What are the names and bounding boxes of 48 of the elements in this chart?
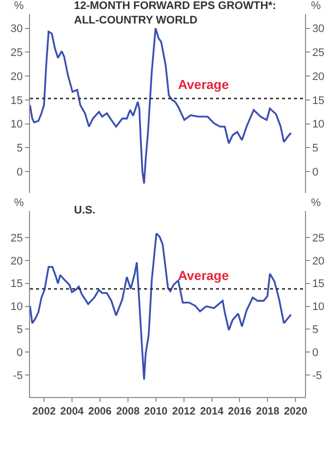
y2-tick-label: 0 xyxy=(312,166,318,178)
ref-line-label: Average xyxy=(178,77,229,92)
y-tick-label: 25 xyxy=(10,47,23,60)
y-tick-label: 10 xyxy=(10,301,23,314)
y-tick-label: 5 xyxy=(16,324,23,336)
y2-tick-label: 0 xyxy=(312,346,318,359)
y-tick-label: 0 xyxy=(16,166,23,178)
y-tick-label: 10 xyxy=(10,118,23,131)
y2-tick-label: 15 xyxy=(312,94,324,107)
y2-tick-label: -5 xyxy=(312,370,322,382)
chart-title: 12-MONTH FORWARD EPS GROWTH*: ALL-COUNTRY WORLD xyxy=(74,0,276,26)
y-tick-label: 20 xyxy=(10,255,23,268)
x-tick-label: 2002 xyxy=(32,406,56,418)
y-tick-label: -5 xyxy=(13,370,23,382)
x-tick-label: 2018 xyxy=(256,406,280,418)
y-tick-label: 25 xyxy=(10,232,23,244)
x-tick-label: 2016 xyxy=(228,406,252,418)
x-tick-label: 2008 xyxy=(116,406,140,418)
y-tick-label: 30 xyxy=(10,23,23,36)
y2-tick-label: 5 xyxy=(312,142,318,154)
y-tick-label: 5 xyxy=(16,142,23,154)
line-series xyxy=(30,27,292,184)
y-axis-title: % xyxy=(14,197,24,209)
y2-axis-title: % xyxy=(311,197,321,209)
y-tick-label: 15 xyxy=(10,94,23,107)
y2-tick-label: 15 xyxy=(312,278,324,290)
line-series xyxy=(30,232,292,380)
x-tick-label: 2004 xyxy=(60,406,84,418)
y2-tick-label: 20 xyxy=(312,255,324,268)
y2-tick-label: 25 xyxy=(312,232,324,244)
x-tick-label: 2010 xyxy=(144,406,168,418)
x-tick-label: 2014 xyxy=(200,406,224,418)
chart-title: U.S. xyxy=(74,204,96,217)
y-tick-label: 15 xyxy=(10,278,23,290)
y2-tick-label: 10 xyxy=(312,301,324,314)
y2-tick-label: 5 xyxy=(312,324,318,336)
y2-tick-label: 30 xyxy=(312,23,324,36)
y-axis-title: % xyxy=(14,0,24,12)
ref-line-label: Average xyxy=(178,268,229,283)
x-tick-label: 2006 xyxy=(88,406,112,418)
y2-tick-label: 25 xyxy=(312,47,324,60)
x-tick-label: 2020 xyxy=(284,406,308,418)
x-tick-label: 2012 xyxy=(172,406,196,418)
y2-tick-label: 20 xyxy=(312,70,324,83)
y2-axis-title: % xyxy=(311,0,321,12)
y2-tick-label: 10 xyxy=(312,118,324,131)
y-tick-label: 0 xyxy=(16,346,23,359)
y-tick-label: 20 xyxy=(10,70,23,83)
